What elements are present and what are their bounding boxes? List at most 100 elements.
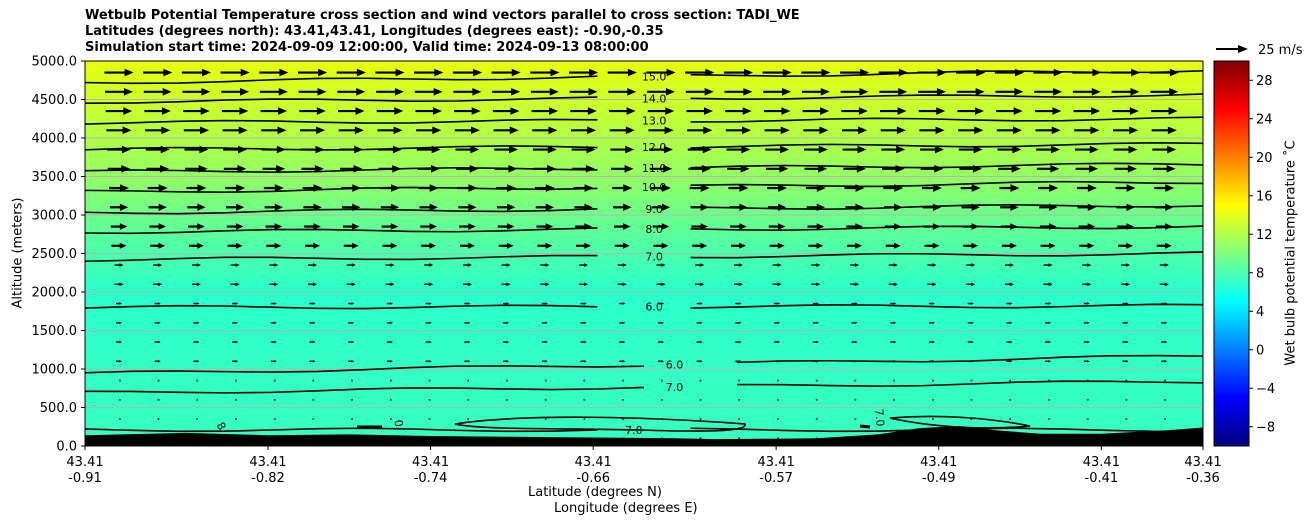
wind-vector-head [971,302,974,305]
wind-vector-head [545,203,555,211]
title-line-1: Wetbulb Potential Temperature cross sect… [85,8,800,23]
wind-vector [651,184,671,192]
wind-vector [309,340,316,344]
wind-vector-head [429,282,434,287]
contour-line [690,162,1204,169]
wind-vector [570,126,597,135]
wind-vector-head [119,340,122,344]
contour-line [84,254,598,263]
x-tick-longitude: -0.49 [922,471,956,486]
wind-vector-head [777,340,781,344]
wind-vector [811,263,821,267]
wind-vector [685,88,714,96]
wind-vector-head [744,68,754,77]
x-tick-longitude: -0.82 [251,471,285,486]
wind-vector-head [623,242,630,249]
wind-vector [1086,399,1089,401]
wind-vector [1048,399,1050,401]
wind-vector-head [1126,242,1134,249]
wind-vector [811,282,821,287]
wind-vector-head [896,145,906,154]
wind-vector-head [1126,263,1131,267]
wind-vector-head [316,126,326,135]
wind-vector [116,340,122,344]
contour-lines: 15.0 14.0 13.0 12.0 11.0 10.0 9.0 8.0 7.0 6.0 6.0 7… [84,70,1204,437]
wind-vector-head [1165,184,1175,192]
wind-vector [1006,360,1013,363]
wind-vector [462,282,472,287]
wind-vector [454,126,481,135]
wind-vector-head [936,107,946,115]
wind-vector [687,126,713,135]
wind-vector-head [352,242,359,249]
wind-vector [735,340,742,344]
wind-vector-head [161,107,171,115]
wind-vector [1073,107,1101,115]
wind-vector-head [700,184,710,192]
contour-line [690,303,1204,309]
wind-vector-head [820,107,830,115]
wind-vector-head [1009,340,1013,344]
wind-vector [730,223,747,230]
wind-vector [572,165,595,173]
wind-vector [890,321,897,324]
wind-vector [619,321,626,324]
wind-vector [453,88,482,96]
wind-vector [309,321,316,324]
wind-vector [506,379,508,382]
wind-vector-head [473,68,483,77]
wind-vector [619,340,626,344]
wind-vector-head [893,321,897,324]
wind-vector [227,242,243,249]
wind-vector-head [932,302,935,305]
wind-vector [885,242,901,249]
wind-vector [1082,282,1092,287]
wind-vector-head [974,126,984,135]
wind-vector-head [626,107,636,115]
wind-vector-head [622,263,627,267]
wind-vector-head [704,88,714,96]
wind-vector [608,88,637,96]
wind-vector [346,263,356,267]
wind-vector-head [548,126,558,135]
wind-vector-head [739,223,747,230]
contour-line [84,208,598,215]
wind-vector-head [854,302,858,305]
wind-vector [1121,282,1131,287]
wind-vector [1034,88,1063,96]
wind-vector [1164,418,1166,420]
wind-vector [622,379,624,382]
contour-label: 6.0 [645,301,663,314]
wind-vector [733,263,743,267]
y-tick-label: 3000.0 [32,209,78,224]
wind-vector [970,379,973,382]
wind-vector [387,321,393,324]
wind-vector [580,321,587,324]
x-tick-longitude: -0.41 [1085,471,1119,486]
wind-vector [686,107,713,115]
wind-vector [1164,379,1166,382]
wind-vector [927,263,937,267]
wind-vector-head [274,321,277,324]
wind-vector-head [1087,321,1090,324]
wind-vector-head [1087,184,1097,192]
wind-vector-head [429,360,432,363]
wind-vector [111,242,127,249]
wind-vector-head [467,302,471,305]
wind-vector [763,107,791,115]
wind-vector [996,126,1023,135]
wind-vector [428,399,431,401]
wind-vector-head [971,184,981,192]
wind-vector-head [468,223,476,230]
wind-vector [1074,126,1100,135]
wind-vector-head [511,68,521,77]
wind-vector [308,263,318,267]
wind-vector-head [700,263,705,267]
wind-vector [312,418,315,420]
wind-vector [619,360,626,363]
wind-vector-head [433,88,443,96]
wind-vector-head [119,282,124,287]
wind-vector-head [354,126,364,135]
wind-vector [1006,302,1013,305]
y-axis-label: Altitude (meters) [10,197,26,309]
